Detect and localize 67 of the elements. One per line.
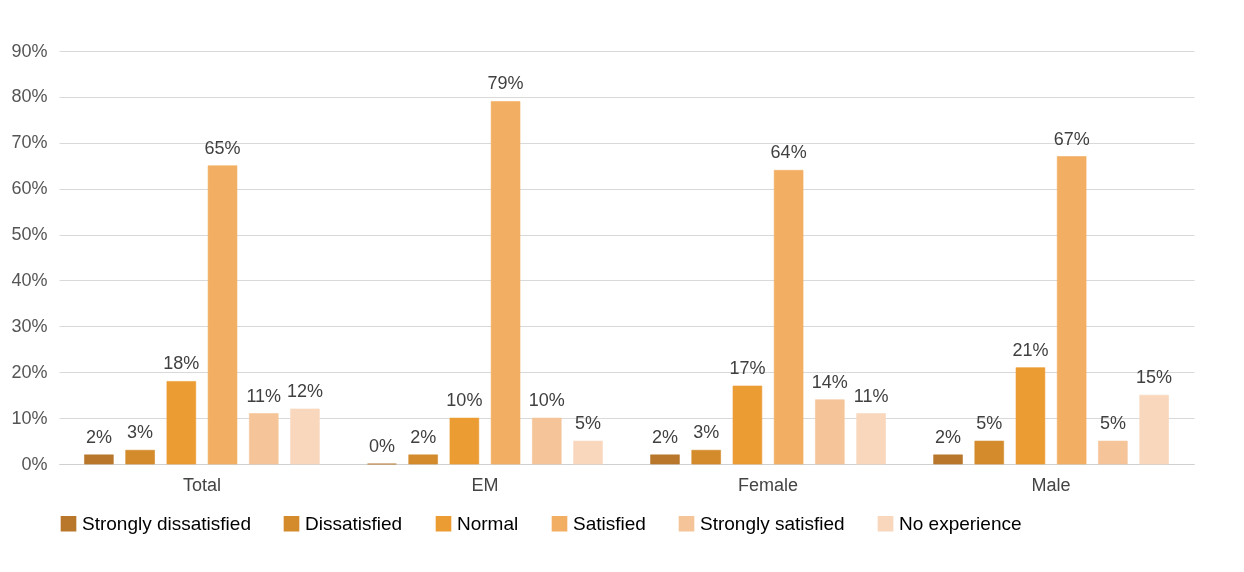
legend-label: Normal bbox=[457, 512, 519, 534]
data-label: 5% bbox=[976, 413, 1003, 434]
bar bbox=[691, 449, 721, 465]
bar bbox=[732, 385, 763, 465]
y-tick-label: 40% bbox=[11, 269, 48, 290]
bar bbox=[1015, 367, 1046, 465]
y-tick-label: 30% bbox=[11, 315, 48, 336]
y-tick-label: 20% bbox=[11, 361, 48, 382]
bar bbox=[290, 408, 320, 465]
y-tick-label: 0% bbox=[21, 453, 48, 474]
bar bbox=[532, 417, 562, 465]
data-label: 2% bbox=[935, 426, 962, 447]
bar bbox=[933, 454, 963, 465]
bar bbox=[207, 165, 238, 465]
data-label: 5% bbox=[1099, 413, 1126, 434]
bar bbox=[84, 454, 114, 465]
x-tick-label: Male bbox=[1031, 474, 1071, 495]
data-label: 21% bbox=[1012, 339, 1049, 360]
legend-label: Satisfied bbox=[573, 512, 646, 534]
data-label: 0% bbox=[368, 436, 395, 456]
data-label: 67% bbox=[1053, 128, 1090, 149]
data-label: 2% bbox=[651, 426, 678, 447]
data-label: 79% bbox=[487, 73, 524, 94]
bar bbox=[449, 417, 480, 465]
data-label: 18% bbox=[163, 353, 200, 374]
data-label: 14% bbox=[811, 371, 848, 392]
x-tick-label: EM bbox=[471, 474, 499, 495]
data-label: 2% bbox=[85, 426, 112, 447]
bar bbox=[650, 454, 680, 465]
y-tick-label: 50% bbox=[11, 224, 48, 245]
data-label: 10% bbox=[446, 390, 483, 411]
legend-label: Strongly satisfied bbox=[700, 512, 845, 534]
bar bbox=[125, 449, 155, 465]
bar bbox=[856, 413, 886, 465]
bar bbox=[249, 413, 279, 465]
data-label: 17% bbox=[729, 357, 766, 378]
bar bbox=[408, 454, 438, 465]
y-tick-label: 10% bbox=[11, 407, 48, 428]
y-tick-label: 90% bbox=[11, 40, 48, 61]
x-tick-label: Total bbox=[182, 474, 221, 495]
data-label: 65% bbox=[204, 137, 241, 158]
legend-label: No experience bbox=[899, 512, 1022, 534]
x-tick-label: Female bbox=[738, 474, 799, 495]
bar bbox=[773, 170, 804, 465]
data-label: 3% bbox=[127, 422, 154, 443]
bar bbox=[974, 440, 1004, 465]
y-tick-label: 60% bbox=[11, 178, 48, 199]
data-label: 2% bbox=[410, 426, 437, 447]
data-label: 11% bbox=[246, 385, 282, 406]
data-label: 11% bbox=[853, 385, 889, 406]
data-label: 64% bbox=[770, 142, 807, 163]
legend-label: Strongly dissatisfied bbox=[82, 512, 251, 534]
bar bbox=[573, 440, 603, 465]
y-tick-label: 70% bbox=[11, 132, 48, 153]
y-tick-label: 80% bbox=[11, 86, 48, 107]
data-label: 15% bbox=[1136, 367, 1173, 388]
data-label: 3% bbox=[693, 422, 720, 443]
data-label: 5% bbox=[575, 413, 602, 434]
data-label: 12% bbox=[286, 380, 323, 401]
bar bbox=[1139, 394, 1169, 465]
bar bbox=[815, 399, 845, 465]
bar bbox=[166, 381, 197, 465]
bar bbox=[1056, 156, 1087, 465]
legend-label: Dissatisfied bbox=[305, 512, 403, 534]
data-label: 10% bbox=[528, 390, 565, 411]
bar bbox=[1098, 440, 1128, 465]
bar bbox=[490, 101, 521, 465]
